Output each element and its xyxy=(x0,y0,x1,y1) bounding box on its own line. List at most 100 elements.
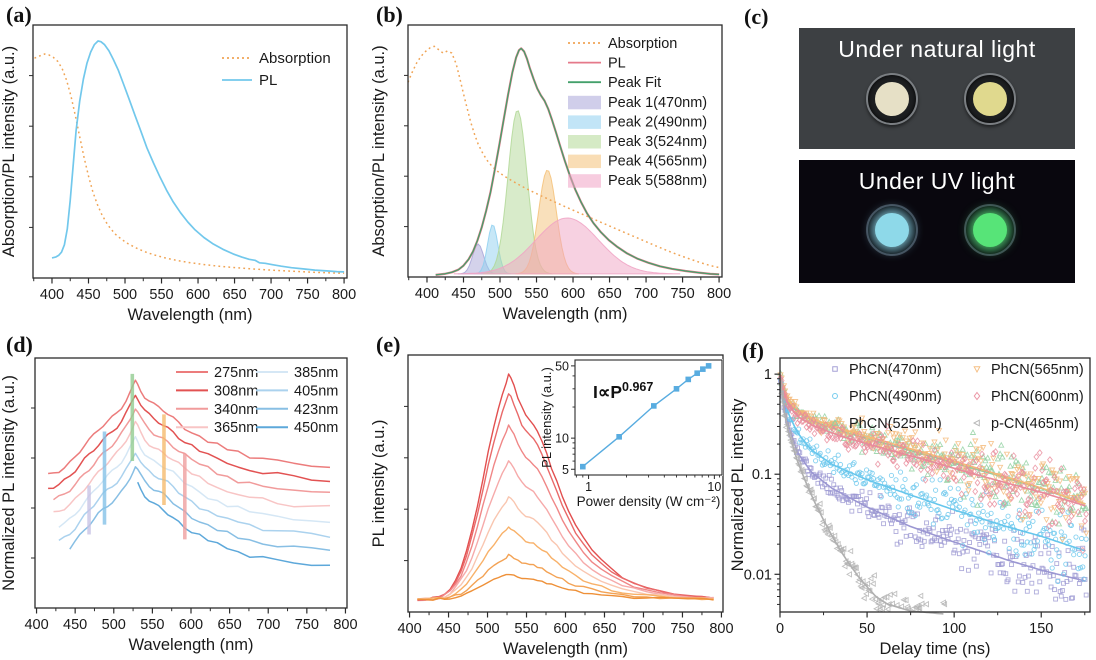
svg-text:650: 650 xyxy=(218,617,242,633)
svg-text:700: 700 xyxy=(259,287,283,303)
svg-text:PL: PL xyxy=(608,56,626,72)
panel-f: (f) 0 50 100 150 Delay time (ns) 1 0.1 0.01 Norm… xyxy=(729,330,1096,660)
peak-fit-spectrum-chart: 400 450 500 550 600 650 700 750 800 Wavelength (n… xyxy=(370,24,731,323)
svg-text:Peak 3(524nm): Peak 3(524nm) xyxy=(608,134,707,150)
sample-vial-natural-left xyxy=(866,73,918,125)
svg-text:750: 750 xyxy=(295,287,319,303)
photo-under-uv-light: Under UV light xyxy=(799,160,1075,283)
svg-text:Absorption: Absorption xyxy=(259,50,331,67)
panel-a: (a) 400 450 500 550 600 650 700 750 800 Wavelengt… xyxy=(0,0,370,330)
svg-text:500: 500 xyxy=(113,287,137,303)
svg-text:Normalized PL intensity: Normalized PL intensity xyxy=(729,398,747,571)
svg-text:400: 400 xyxy=(24,617,48,633)
panel-d: (d) 400 450 500 550 600 650 700 750 800 Wavelengt… xyxy=(0,330,370,660)
panel-e: (e) 400 450 500 550 600 650 700 750 800 Wavelengt… xyxy=(370,330,734,660)
sample-powder-uv-right xyxy=(973,213,1007,247)
photo-under-natural-light: Under natural light xyxy=(799,28,1075,149)
svg-text:0.01: 0.01 xyxy=(744,567,772,583)
svg-text:800: 800 xyxy=(332,287,356,303)
svg-text:PhCN(490nm): PhCN(490nm) xyxy=(849,389,942,405)
svg-text:800: 800 xyxy=(707,286,731,302)
svg-text:10: 10 xyxy=(555,432,569,446)
svg-text:50: 50 xyxy=(859,621,875,637)
svg-text:Wavelength (nm): Wavelength (nm) xyxy=(502,305,627,323)
svg-text:600: 600 xyxy=(186,287,210,303)
svg-text:550: 550 xyxy=(524,286,548,302)
panel-f-label: (f) xyxy=(742,338,764,363)
sample-powder-natural-left xyxy=(875,82,909,116)
svg-text:PL intensity (a.u.): PL intensity (a.u.) xyxy=(370,420,388,548)
svg-text:550: 550 xyxy=(149,287,173,303)
svg-text:700: 700 xyxy=(631,621,655,637)
svg-text:450: 450 xyxy=(63,617,87,633)
svg-text:423nm: 423nm xyxy=(294,402,338,418)
svg-text:Wavelength (nm): Wavelength (nm) xyxy=(128,636,253,654)
svg-text:450: 450 xyxy=(451,286,475,302)
pl-decay-chart: 0 50 100 150 Delay time (ns) 1 0.1 0.01Normaliz… xyxy=(729,357,1091,658)
panel-b: (b) 400 450 500 550 600 650 700 750 800 Wavelengt… xyxy=(370,0,731,330)
svg-text:650: 650 xyxy=(592,621,616,637)
svg-text:PL intensity (a.u.): PL intensity (a.u.) xyxy=(539,367,554,468)
svg-text:550: 550 xyxy=(514,621,538,637)
svg-text:Absorption/PL intensity (a.u.): Absorption/PL intensity (a.u.) xyxy=(0,46,18,257)
svg-text:0.1: 0.1 xyxy=(752,467,772,483)
svg-text:550: 550 xyxy=(140,617,164,633)
svg-text:700: 700 xyxy=(634,286,658,302)
svg-text:1: 1 xyxy=(764,367,772,383)
svg-text:340nm: 340nm xyxy=(214,402,258,418)
svg-text:800: 800 xyxy=(709,621,733,637)
svg-text:PL: PL xyxy=(259,72,277,89)
absorption-pl-spectrum-chart: 400 450 500 550 600 650 700 750 800 Wavelength (n… xyxy=(0,24,356,324)
sample-powder-uv-left xyxy=(875,213,909,247)
panel-d-label: (d) xyxy=(6,332,33,357)
natural-light-caption: Under natural light xyxy=(838,36,1036,62)
svg-text:500: 500 xyxy=(488,286,512,302)
svg-text:Peak 4(565nm): Peak 4(565nm) xyxy=(608,154,707,170)
svg-text:Peak 5(588nm): Peak 5(588nm) xyxy=(608,173,707,189)
svg-text:385nm: 385nm xyxy=(294,365,338,381)
svg-text:600: 600 xyxy=(561,286,585,302)
svg-text:500: 500 xyxy=(102,617,126,633)
svg-text:PhCN(600nm): PhCN(600nm) xyxy=(991,389,1084,405)
svg-text:400: 400 xyxy=(415,286,439,302)
svg-text:700: 700 xyxy=(256,617,280,633)
svg-text:p-CN(465nm): p-CN(465nm) xyxy=(991,416,1079,432)
excitation-dependent-pl-chart: 400 450 500 550 600 650 700 750 800 Wavelength (n… xyxy=(0,357,358,654)
svg-text:400: 400 xyxy=(397,621,421,637)
svg-text:Wavelength (nm): Wavelength (nm) xyxy=(503,640,628,658)
svg-text:450nm: 450nm xyxy=(294,420,338,436)
svg-text:450: 450 xyxy=(76,287,100,303)
svg-text:750: 750 xyxy=(295,617,319,633)
svg-text:365nm: 365nm xyxy=(214,420,258,436)
svg-text:Normalized PL intensity (a.u.): Normalized PL intensity (a.u.) xyxy=(0,375,18,591)
sample-powder-natural-right xyxy=(973,82,1007,116)
uv-light-caption: Under UV light xyxy=(858,168,1016,194)
svg-text:PhCN(525nm): PhCN(525nm) xyxy=(849,416,942,432)
svg-text:50: 50 xyxy=(555,359,569,373)
svg-text:5: 5 xyxy=(562,463,569,477)
svg-text:450: 450 xyxy=(436,621,460,637)
svg-text:650: 650 xyxy=(597,286,621,302)
svg-text:650: 650 xyxy=(222,287,246,303)
svg-text:PhCN(470nm): PhCN(470nm) xyxy=(849,362,942,378)
svg-text:275nm: 275nm xyxy=(214,365,258,381)
svg-text:10: 10 xyxy=(707,480,721,494)
svg-text:Wavelength (nm): Wavelength (nm) xyxy=(127,306,252,324)
svg-text:Peak Fit: Peak Fit xyxy=(608,75,661,91)
svg-text:405nm: 405nm xyxy=(294,383,338,399)
svg-text:Peak 2(490nm): Peak 2(490nm) xyxy=(608,114,707,130)
svg-text:0: 0 xyxy=(776,621,784,637)
svg-text:750: 750 xyxy=(670,621,694,637)
svg-text:750: 750 xyxy=(670,286,694,302)
panel-e-label: (e) xyxy=(376,332,401,357)
svg-text:100: 100 xyxy=(942,621,966,637)
panel-b-label: (b) xyxy=(376,2,403,27)
svg-text:150: 150 xyxy=(1029,621,1053,637)
sample-vial-uv-right xyxy=(964,204,1016,256)
svg-text:500: 500 xyxy=(475,621,499,637)
svg-text:1: 1 xyxy=(585,480,592,494)
svg-text:Absorption/PL intensity (a.u.): Absorption/PL intensity (a.u.) xyxy=(370,45,388,256)
svg-text:Power density (W cm⁻²): Power density (W cm⁻²) xyxy=(577,494,721,509)
